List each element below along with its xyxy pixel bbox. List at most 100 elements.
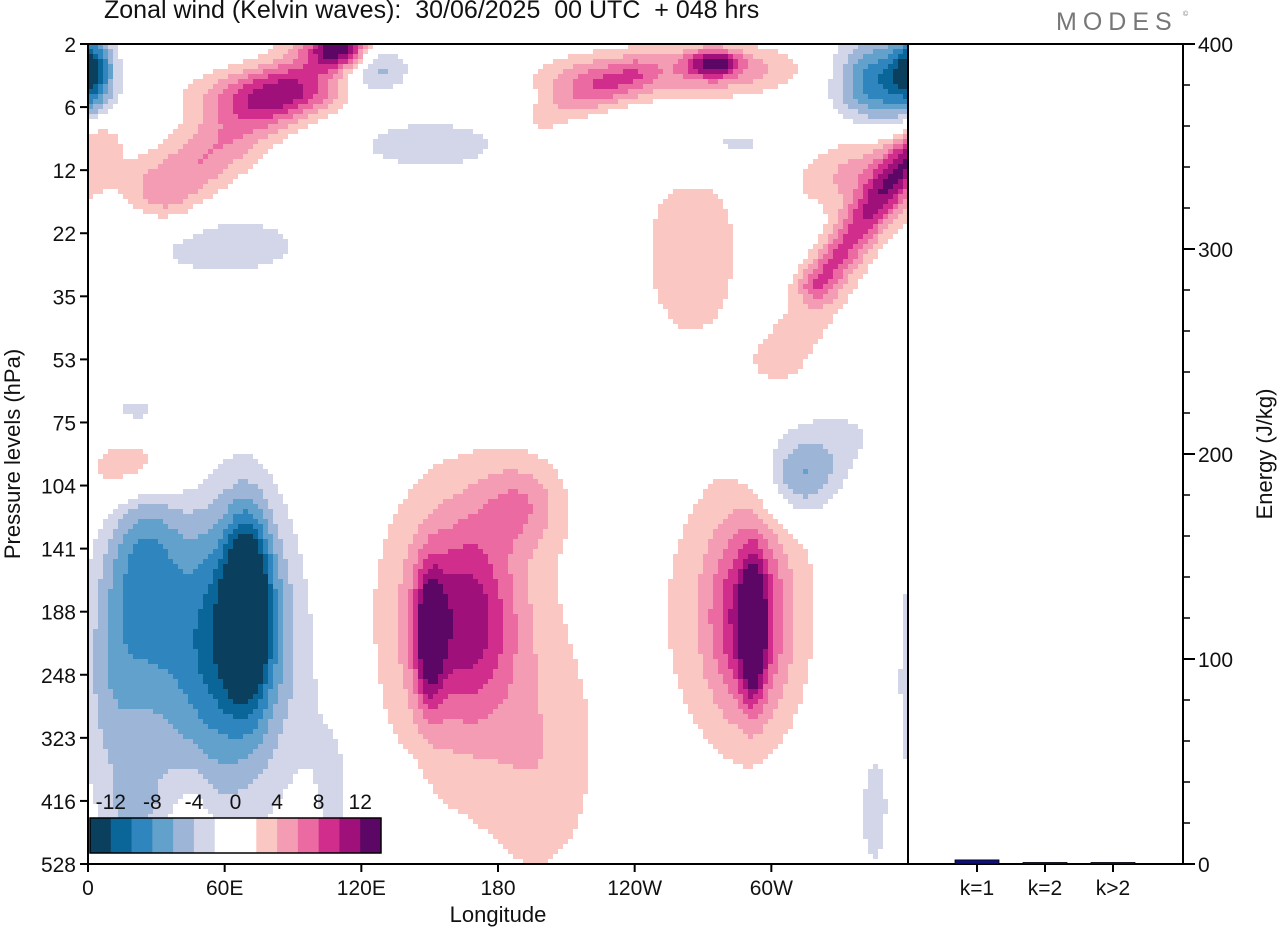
heatmap-cell <box>328 89 338 94</box>
heatmap-cell <box>93 84 98 89</box>
heatmap-cell <box>98 619 108 624</box>
heatmap-cell <box>218 79 238 84</box>
heatmap-cell <box>108 54 113 59</box>
heatmap-cell <box>888 164 898 169</box>
heatmap-cell <box>103 59 108 64</box>
heatmap-cell <box>88 49 93 54</box>
heatmap-cell <box>738 659 743 664</box>
heatmap-cell <box>363 49 368 54</box>
heatmap-cell <box>88 744 103 749</box>
heatmap-cell <box>423 579 428 584</box>
heatmap-cell <box>293 619 313 624</box>
heatmap-cell <box>88 734 103 739</box>
heatmap-cell <box>668 624 698 629</box>
heatmap-cell <box>223 529 233 534</box>
heatmap-cell <box>173 129 198 134</box>
heatmap-cell <box>738 629 768 634</box>
heatmap-cell <box>728 84 778 89</box>
heatmap-cell <box>128 644 193 649</box>
heatmap-cell <box>878 174 888 179</box>
heatmap-cell <box>758 714 773 719</box>
heatmap-cell <box>903 144 908 149</box>
heatmap-cell <box>783 579 793 584</box>
heatmap-cell <box>108 544 118 549</box>
heatmap-cell <box>418 689 423 694</box>
heatmap-cell <box>208 779 253 784</box>
heatmap-cell <box>763 684 773 689</box>
heatmap-cell <box>698 614 708 619</box>
energy-category-label: k>2 <box>1096 877 1130 900</box>
heatmap-cell <box>758 699 768 704</box>
heatmap-cell <box>263 769 298 774</box>
heatmap-cell <box>108 59 113 64</box>
heatmap-cell <box>868 164 878 169</box>
heatmap-cell <box>853 74 863 79</box>
heatmap-cell <box>758 679 763 684</box>
heatmap-cell <box>108 634 123 639</box>
heatmap-cell <box>103 559 113 564</box>
heatmap-cell <box>283 539 298 544</box>
heatmap-cell <box>363 79 403 84</box>
heatmap-cell <box>143 209 188 214</box>
heatmap-cell <box>653 284 728 289</box>
heatmap-cell <box>113 799 158 804</box>
heatmap-cell <box>523 859 548 864</box>
heatmap-cell <box>278 699 288 704</box>
heatmap-cell <box>198 769 263 774</box>
heatmap-cell <box>508 689 538 694</box>
heatmap-cell <box>268 719 283 724</box>
heatmap-cell <box>173 674 203 679</box>
heatmap-cell <box>418 664 423 669</box>
heatmap-cell <box>88 174 143 179</box>
heatmap-cell <box>823 304 843 309</box>
heatmap-cell <box>903 169 908 174</box>
heatmap-cell <box>183 119 203 124</box>
heatmap-cell <box>268 529 278 534</box>
heatmap-cell <box>763 704 778 709</box>
heatmap-cell <box>423 599 448 604</box>
heatmap-cell <box>223 534 228 539</box>
heatmap-cell <box>258 54 283 59</box>
heatmap-cell <box>488 499 528 504</box>
heatmap-cell <box>188 694 213 699</box>
heatmap-cell <box>423 734 543 739</box>
heatmap-cell <box>858 254 863 259</box>
heatmap-cell <box>418 599 423 604</box>
heatmap-cell <box>518 639 533 644</box>
heatmap-cell <box>763 724 793 729</box>
heatmap-cell <box>738 634 768 639</box>
heatmap-cell <box>98 704 118 709</box>
heatmap-cell <box>543 714 588 719</box>
heatmap-cell <box>398 654 408 659</box>
heatmap-cell <box>403 684 413 689</box>
heatmap-cell <box>248 754 273 759</box>
heatmap-cell <box>668 314 718 319</box>
heatmap-cell <box>803 284 813 289</box>
heatmap-cell <box>873 184 883 189</box>
heatmap-cell <box>218 544 223 549</box>
heatmap-cell <box>423 684 443 689</box>
heatmap-cell <box>813 244 823 249</box>
heatmap-cell <box>378 559 403 564</box>
heatmap-cell <box>248 479 273 484</box>
heatmap-cell <box>88 684 93 689</box>
heatmap-cell <box>323 814 343 819</box>
heatmap-cell <box>93 639 108 644</box>
heatmap-cell <box>873 149 888 154</box>
heatmap-cell <box>258 539 263 544</box>
heatmap-cell <box>293 694 318 699</box>
heatmap-cell <box>403 664 408 669</box>
heatmap-cell <box>453 749 543 754</box>
heatmap-cell <box>683 699 713 704</box>
heatmap-cell <box>278 559 288 564</box>
heatmap-cell <box>843 204 848 209</box>
heatmap-cell <box>93 679 108 684</box>
heatmap-cell <box>903 739 908 744</box>
heatmap-cell <box>123 194 143 199</box>
heatmap-cell <box>558 74 578 79</box>
heatmap-cell <box>818 259 828 264</box>
heatmap-cell <box>113 534 123 539</box>
heatmap-cell <box>838 44 858 49</box>
heatmap-cell <box>158 164 228 169</box>
heatmap-cell <box>748 684 758 689</box>
